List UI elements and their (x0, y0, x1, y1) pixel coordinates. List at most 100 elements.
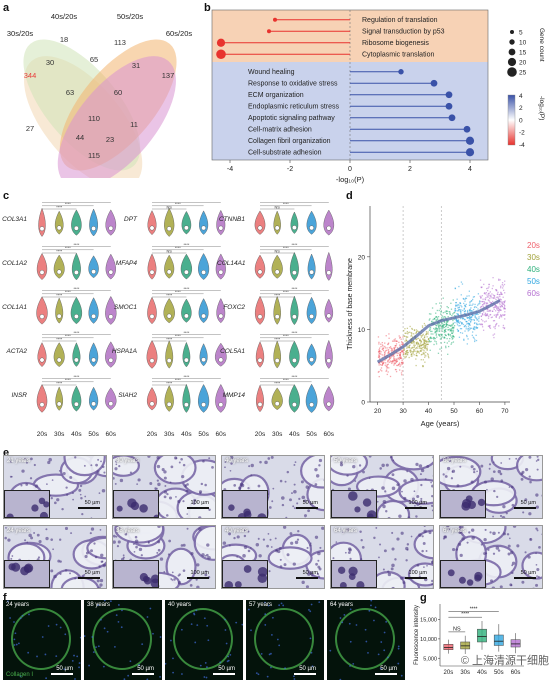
scatter-point (469, 324, 471, 327)
scatter-point (429, 327, 431, 329)
nucleus (345, 528, 350, 532)
scatter-point (378, 370, 380, 373)
scatter-point (391, 347, 393, 350)
nucleus (95, 463, 98, 467)
significance-label: NS (167, 249, 173, 253)
dapi-nucleus (383, 631, 386, 634)
age-label: 57 years (249, 602, 273, 608)
dapi-nucleus (255, 672, 258, 675)
nucleus (289, 532, 293, 535)
nucleus (26, 541, 29, 544)
dapi-nucleus (88, 664, 90, 667)
venn-count-30-60: 27 (26, 124, 34, 133)
violin-shape (271, 387, 283, 410)
dapi-nucleus (260, 652, 263, 655)
nucleus (401, 490, 403, 493)
nucleus (390, 518, 393, 519)
scatter-point (413, 346, 416, 348)
dapi-nucleus (78, 662, 81, 664)
scatter-point (501, 302, 503, 304)
nucleus (458, 530, 462, 535)
violin-shape (53, 254, 65, 279)
significance-label: **** (175, 246, 181, 250)
scatter-point (440, 333, 442, 335)
nucleus (190, 552, 194, 556)
violin-median (257, 225, 263, 231)
scatter-point (440, 337, 442, 339)
violin-x-label: 60s (324, 431, 335, 438)
scatter-point (488, 325, 490, 327)
nucleus (267, 457, 271, 460)
nucleus (106, 478, 107, 480)
inset-nucleus (130, 501, 140, 511)
nucleus (507, 552, 511, 556)
dapi-nucleus (180, 628, 183, 631)
scatter-point (449, 337, 451, 340)
dapi-nucleus (373, 619, 375, 622)
dapi-nucleus (14, 632, 17, 635)
scatter-point (484, 312, 486, 314)
violin-median (184, 357, 189, 363)
nucleus (431, 579, 433, 583)
violin-shape (290, 295, 299, 325)
fluorescence-image: 38 years 50 µm (84, 600, 162, 680)
nucleus (515, 457, 518, 460)
nucleus (500, 462, 503, 464)
scatter-point (387, 363, 389, 365)
scatter-point (475, 327, 477, 329)
violin-shape (254, 254, 266, 279)
violin-median (257, 314, 263, 320)
legend-size-label: 10 (519, 39, 527, 46)
nucleus (430, 504, 433, 507)
legend-size-dot (509, 39, 515, 45)
scatter-point (396, 340, 398, 343)
significance-label: **** (283, 246, 289, 250)
scatter-point (403, 349, 406, 351)
violin-median (218, 402, 224, 408)
scatter-point (384, 342, 386, 344)
scatter-point (410, 353, 413, 355)
scatter-point (456, 305, 458, 307)
nucleus (431, 560, 433, 564)
violin-shape (164, 207, 175, 237)
scatter-point (408, 331, 411, 333)
nucleus (129, 471, 132, 474)
nucleus (243, 529, 246, 532)
scatter-point (469, 328, 471, 330)
scatter-point (432, 318, 434, 321)
scatter-point (394, 340, 396, 342)
legend-color-tick: 4 (519, 93, 523, 100)
nucleus (279, 479, 283, 483)
nucleus (102, 564, 106, 568)
scatter-point (478, 317, 480, 320)
scatter-point (452, 327, 454, 329)
nucleus (247, 487, 250, 490)
violin-shape (256, 384, 264, 413)
scatter-point (425, 348, 428, 350)
dapi-nucleus (397, 662, 400, 665)
scatter-point (441, 315, 444, 317)
nucleus (100, 460, 102, 463)
scatter-point (408, 346, 410, 348)
violin-shape (163, 298, 175, 324)
scatter-point (434, 327, 437, 329)
significance-label: **** (283, 202, 289, 206)
nucleus (168, 496, 173, 500)
inset-texture (139, 573, 158, 588)
scatter-point (402, 343, 404, 345)
nucleus (528, 456, 532, 459)
scale-bar (514, 577, 536, 579)
legend-color-tick: 2 (519, 105, 523, 112)
scatter-point (497, 306, 499, 308)
nucleus (314, 535, 319, 539)
venn-label-30s: 30s/20s (7, 29, 34, 38)
scatter-point (439, 348, 441, 350)
nucleus (303, 499, 307, 503)
scatter-point (422, 359, 424, 361)
dapi-texture (6, 600, 81, 680)
scatter-point (497, 291, 499, 293)
scatter-point (405, 338, 407, 340)
x-tick-label: 30 (399, 408, 407, 415)
age-label: 60 years (443, 458, 467, 464)
nucleus (193, 498, 197, 502)
